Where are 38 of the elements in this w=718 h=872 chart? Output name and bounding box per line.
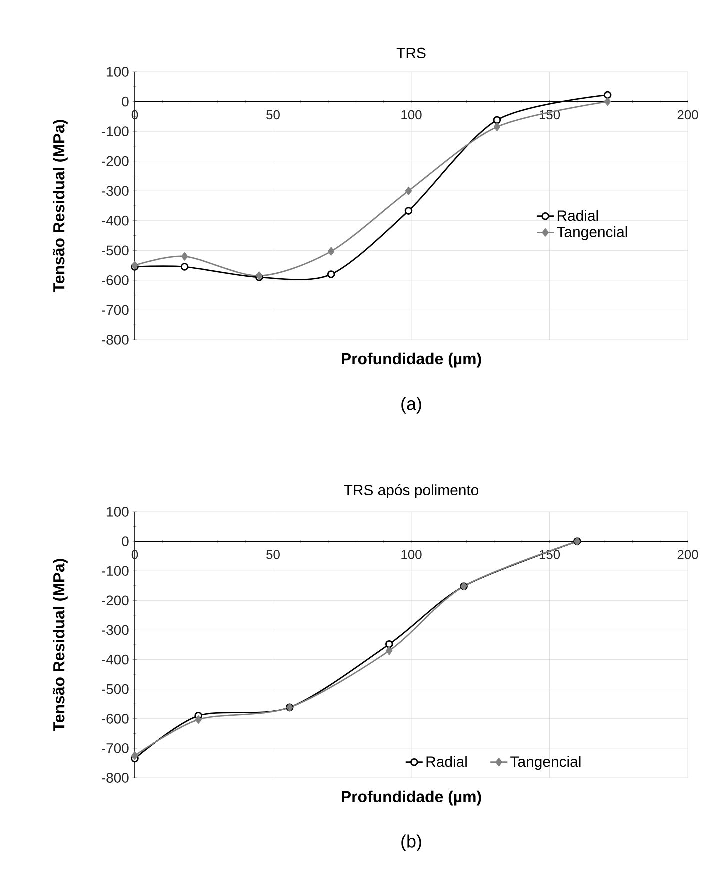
y-tick-label: -200: [102, 596, 129, 606]
y-tick-label: 0: [122, 536, 129, 546]
y-axis-title: Tensão Residual (MPa): [53, 559, 68, 732]
y-tick-label: -100: [102, 126, 129, 136]
y-tick-label: -600: [102, 714, 129, 724]
y-tick-label: -700: [102, 305, 129, 316]
y-tick-label: -300: [102, 625, 129, 636]
y-tick-label: -800: [102, 335, 129, 345]
y-tick-label: 0: [122, 96, 129, 107]
y-tick-label: -400: [102, 654, 129, 665]
y-tick-label: -100: [102, 566, 129, 576]
chart-title: TRS: [396, 48, 426, 59]
chart-title: TRS após polimento: [344, 484, 479, 499]
x-tick-label: 100: [402, 110, 422, 120]
legend-label: Tangencial: [557, 226, 628, 240]
y-tick-label: -600: [102, 275, 129, 286]
legend-label: Radial: [558, 210, 598, 222]
y-tick-label: -200: [102, 156, 129, 166]
y-tick-label: -500: [102, 684, 129, 694]
x-tick-label: 200: [678, 110, 698, 120]
x-axis-title: Profundidade (µm): [342, 790, 482, 806]
y-axis-title: Tensão Residual (MPa): [53, 120, 68, 292]
y-tick-label: -300: [102, 186, 129, 196]
y-tick-label: -400: [102, 216, 129, 226]
x-tick-label: 50: [266, 110, 280, 120]
y-tick-label: -500: [102, 246, 129, 256]
text: (a): [402, 397, 422, 414]
y-tick-label: 100: [107, 67, 129, 77]
legend-label: Tangencial: [510, 756, 581, 770]
x-axis-title: Profundidade (µm): [342, 352, 482, 368]
x-tick-label: 50: [266, 550, 280, 560]
text: (b): [402, 834, 422, 852]
x-tick-label: 200: [678, 550, 698, 560]
y-tick-label: -800: [102, 773, 129, 783]
y-tick-label: -700: [102, 743, 129, 754]
y-tick-label: 100: [107, 507, 129, 517]
x-tick-label: 100: [402, 550, 422, 560]
legend-label: Radial: [426, 756, 467, 768]
